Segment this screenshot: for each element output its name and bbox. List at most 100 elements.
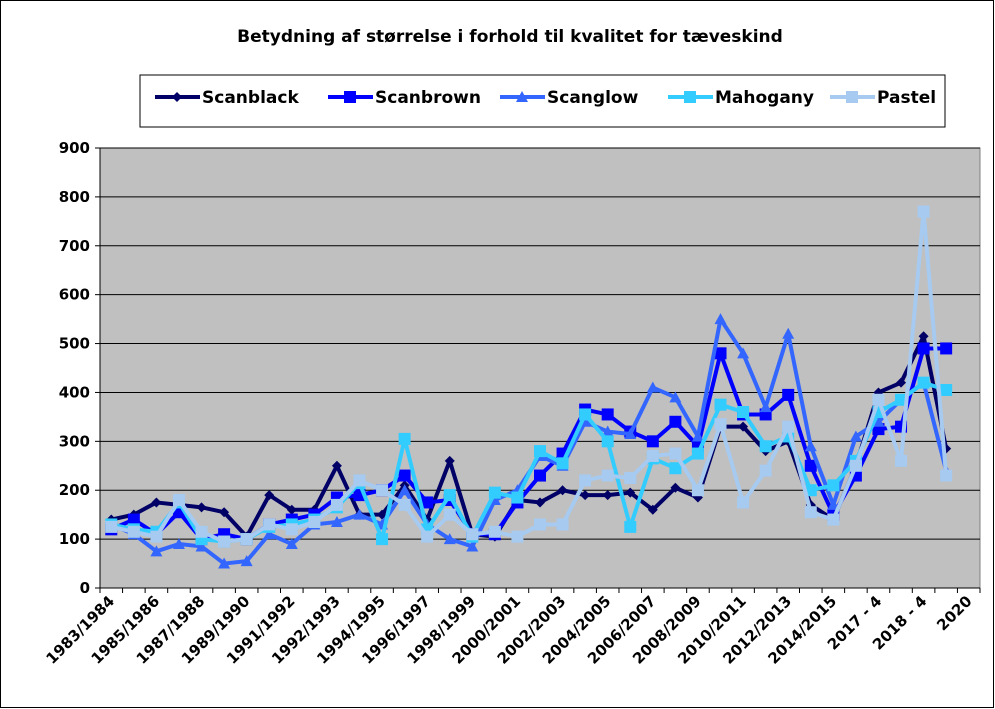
data-point [579, 474, 592, 487]
data-point [624, 520, 637, 533]
data-point [557, 485, 568, 496]
data-point [917, 342, 930, 355]
data-point [330, 498, 343, 511]
data-point [488, 486, 501, 499]
data-point [759, 401, 772, 413]
data-point [917, 376, 930, 389]
data-point [535, 497, 545, 508]
data-point [804, 506, 817, 519]
data-point [127, 525, 140, 538]
data-point [353, 474, 366, 487]
data-point [285, 538, 298, 549]
data-point [782, 420, 795, 433]
data-point [691, 447, 704, 460]
data-point [240, 555, 253, 567]
data-point [398, 432, 411, 445]
data-point [738, 421, 749, 432]
data-point [714, 418, 727, 431]
data-point [444, 455, 455, 466]
data-point [263, 518, 276, 531]
data-point [669, 391, 682, 403]
data-point [331, 460, 342, 471]
data-point [691, 484, 704, 497]
legend-label: Scanbrown [375, 88, 481, 108]
legend-label: Scanblack [202, 88, 299, 108]
y-tick-label: 300 [59, 432, 90, 450]
y-tick-label: 500 [59, 335, 90, 353]
data-point [759, 440, 772, 453]
data-point [466, 540, 479, 552]
data-point [714, 313, 727, 325]
data-point [443, 533, 456, 545]
data-point [782, 327, 795, 339]
legend-box [139, 74, 946, 128]
data-point [172, 494, 185, 506]
data-point [827, 479, 840, 492]
data-point [601, 469, 614, 482]
y-tick-label: 200 [59, 481, 90, 499]
data-point [240, 533, 253, 546]
data-point [534, 445, 546, 458]
data-point [443, 489, 456, 502]
data-point [647, 504, 658, 515]
data-point [624, 472, 637, 484]
data-point [737, 406, 750, 418]
data-point [940, 384, 953, 396]
data-point [511, 530, 524, 543]
data-point [625, 487, 636, 498]
data-point [601, 408, 614, 421]
data-point [669, 447, 682, 460]
data-point [421, 496, 434, 509]
data-point [421, 530, 434, 543]
data-point [782, 388, 795, 401]
data-point [895, 454, 908, 467]
data-point [556, 518, 569, 531]
data-point [691, 430, 704, 442]
data-point [218, 535, 231, 548]
data-point [376, 484, 389, 497]
data-point [759, 464, 772, 477]
y-tick-label: 800 [59, 188, 90, 206]
data-point [579, 408, 592, 421]
data-point [737, 347, 750, 359]
data-point [827, 513, 840, 526]
data-point [872, 415, 885, 427]
data-point [196, 502, 207, 513]
data-point [308, 516, 321, 528]
data-point [714, 398, 727, 411]
data-point [172, 538, 185, 549]
data-point [918, 331, 929, 342]
data-point [285, 523, 298, 536]
data-point [714, 347, 727, 360]
data-point [624, 428, 637, 439]
data-point [195, 525, 208, 538]
data-point [264, 490, 275, 501]
legend-label: Mahogany [715, 88, 814, 108]
y-tick-label: 0 [80, 579, 90, 597]
data-point [849, 459, 862, 472]
data-point [601, 435, 614, 448]
legend-marker [516, 91, 528, 102]
data-point [669, 415, 682, 428]
data-point [804, 440, 817, 452]
data-point [804, 459, 817, 472]
data-point [849, 430, 862, 442]
data-point [466, 528, 479, 541]
data-point [917, 205, 930, 218]
data-point [150, 530, 163, 543]
data-point [286, 504, 297, 515]
data-point [219, 507, 230, 518]
data-point [398, 484, 411, 496]
data-point [195, 540, 208, 552]
data-point [150, 545, 163, 557]
data-point [353, 508, 366, 520]
data-point [669, 462, 682, 475]
data-point [940, 469, 953, 482]
legend-label: Pastel [877, 88, 936, 108]
data-point [376, 533, 389, 546]
data-point [580, 490, 591, 501]
data-point [646, 450, 659, 462]
data-point [556, 457, 569, 470]
data-point [827, 498, 840, 510]
